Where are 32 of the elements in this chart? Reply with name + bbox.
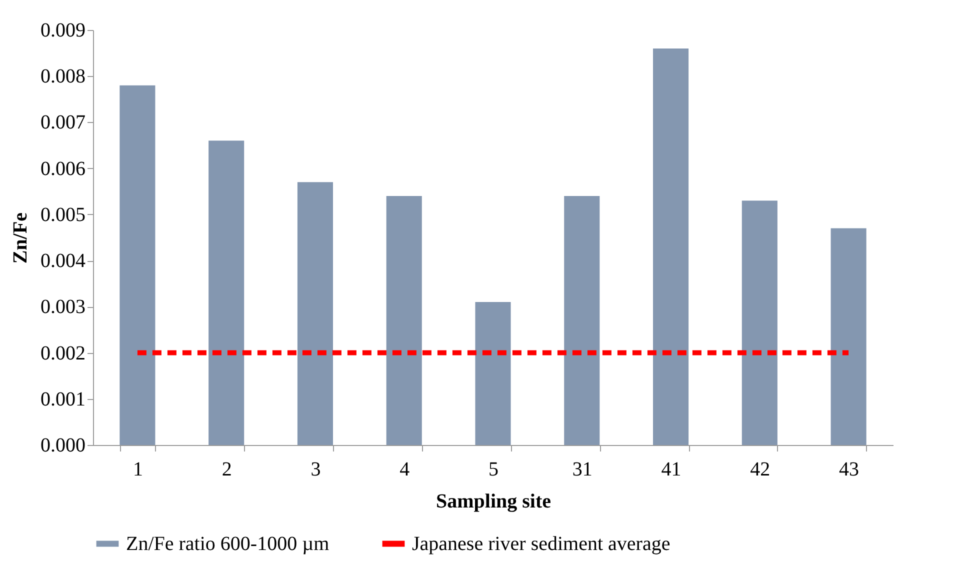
x-tick-label: 41 (661, 458, 682, 480)
x-tick-label: 3 (310, 458, 321, 480)
y-tick-label: 0.009 (40, 20, 86, 42)
bar (297, 182, 333, 445)
bar (653, 48, 689, 445)
x-axis-title: Sampling site (436, 490, 552, 512)
legend-label: Zn/Fe ratio 600-1000 µm (126, 532, 330, 555)
bar (386, 196, 422, 445)
x-tick-label: 2 (222, 458, 232, 480)
y-axis-title: Zn/Fe (10, 212, 32, 264)
y-tick-label: 0.003 (40, 296, 86, 318)
y-tick-label: 0.007 (40, 112, 86, 134)
x-tick-label: 42 (750, 458, 770, 480)
x-tick-label: 43 (839, 458, 860, 480)
x-tick-label: 1 (132, 458, 143, 480)
x-tick-label: 31 (572, 458, 592, 480)
bar (120, 85, 156, 445)
y-tick-label: 0.005 (40, 204, 86, 226)
y-tick-label: 0.004 (40, 250, 86, 272)
x-tick-label: 4 (400, 458, 410, 480)
bar (564, 196, 600, 445)
y-tick-label: 0.001 (40, 388, 86, 410)
legend-label: Japanese river sediment average (412, 532, 670, 555)
x-tick-label: 5 (488, 458, 498, 480)
bar (830, 228, 866, 445)
bar (475, 302, 511, 445)
y-tick-label: 0.000 (40, 434, 86, 456)
y-tick-label: 0.002 (40, 342, 86, 364)
bar (742, 200, 778, 445)
bar (208, 140, 244, 445)
y-tick-label: 0.008 (40, 66, 86, 88)
y-tick-label: 0.006 (40, 158, 86, 180)
